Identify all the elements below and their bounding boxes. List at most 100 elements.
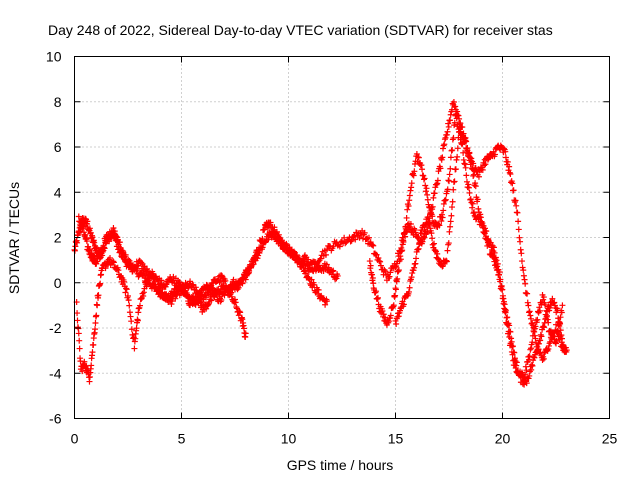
data-point — [322, 251, 329, 258]
data-point — [522, 371, 529, 378]
data-point — [546, 304, 553, 311]
data-point — [439, 154, 446, 161]
data-point — [526, 308, 533, 315]
data-point — [436, 222, 443, 229]
data-point — [121, 278, 128, 285]
data-point — [421, 234, 428, 241]
data-point — [113, 237, 120, 244]
data-point — [470, 171, 477, 178]
data-point — [420, 176, 427, 183]
data-point — [542, 301, 549, 308]
data-point — [158, 289, 165, 296]
data-point — [302, 270, 309, 277]
data-point — [281, 245, 288, 252]
data-point — [445, 123, 452, 130]
data-point — [449, 147, 456, 154]
data-point — [477, 211, 484, 218]
data-point — [421, 175, 428, 182]
data-point — [440, 200, 447, 207]
data-point — [172, 295, 179, 302]
data-point — [308, 276, 315, 283]
data-point — [435, 221, 442, 228]
data-point — [531, 354, 538, 361]
data-point — [462, 161, 469, 168]
data-point — [447, 165, 454, 172]
y-tick-label: 6 — [54, 139, 62, 155]
data-point — [481, 230, 488, 237]
data-point — [431, 240, 438, 247]
data-point — [450, 186, 457, 193]
data-point — [370, 242, 377, 249]
data-point — [184, 293, 191, 300]
data-point — [510, 187, 517, 194]
data-point — [442, 134, 449, 141]
data-point — [434, 250, 441, 257]
data-point — [438, 211, 445, 218]
data-point — [502, 148, 509, 155]
data-point — [133, 325, 140, 332]
data-point — [465, 184, 472, 191]
data-point — [522, 280, 529, 287]
data-point — [365, 234, 372, 241]
data-point — [182, 287, 189, 294]
data-point — [527, 312, 534, 319]
data-point — [273, 230, 280, 237]
data-point — [469, 166, 476, 173]
data-point — [403, 214, 410, 221]
data-point — [518, 258, 525, 265]
data-point — [84, 218, 91, 225]
data-point — [387, 269, 394, 276]
data-point — [89, 234, 96, 241]
data-point — [368, 271, 375, 278]
y-tick-label: -4 — [49, 365, 62, 381]
data-point — [187, 278, 194, 285]
data-point — [123, 286, 130, 293]
data-point — [374, 296, 381, 303]
data-point — [466, 150, 473, 157]
y-tick-label: -6 — [49, 411, 62, 427]
data-point — [92, 320, 99, 326]
data-point — [523, 367, 530, 374]
data-point — [407, 221, 414, 228]
data-point — [426, 204, 433, 211]
data-point — [431, 190, 438, 197]
data-point — [520, 267, 527, 274]
data-point — [99, 245, 106, 252]
data-point — [520, 376, 527, 383]
data-point — [76, 345, 83, 352]
x-tick-label: 5 — [178, 431, 186, 447]
data-point — [486, 241, 493, 248]
data-point — [115, 267, 122, 274]
data-point — [419, 166, 426, 173]
data-point — [237, 309, 244, 316]
data-point — [481, 162, 488, 169]
data-point — [267, 219, 274, 226]
data-point — [413, 150, 420, 157]
data-point — [462, 164, 469, 171]
data-point — [453, 111, 460, 118]
data-point — [462, 134, 469, 141]
data-point — [495, 272, 502, 279]
data-point — [324, 298, 331, 305]
data-point — [452, 166, 459, 173]
data-point — [508, 338, 515, 345]
data-point — [223, 284, 230, 291]
data-point — [158, 277, 165, 284]
data-point — [278, 237, 285, 244]
data-point — [446, 171, 453, 178]
data-point — [449, 198, 456, 205]
data-point — [86, 246, 93, 253]
data-point — [373, 251, 380, 258]
data-point — [406, 197, 413, 204]
data-point — [463, 138, 470, 145]
data-point — [506, 163, 513, 170]
data-point — [234, 286, 241, 293]
y-axis-label: SDTVAR / TECUs — [6, 182, 22, 294]
data-point — [560, 344, 567, 351]
data-point — [88, 362, 95, 369]
y-tick-label: 4 — [54, 184, 62, 200]
data-point — [197, 299, 204, 306]
data-point — [517, 246, 524, 253]
data-point — [375, 255, 382, 261]
data-point — [402, 223, 409, 230]
